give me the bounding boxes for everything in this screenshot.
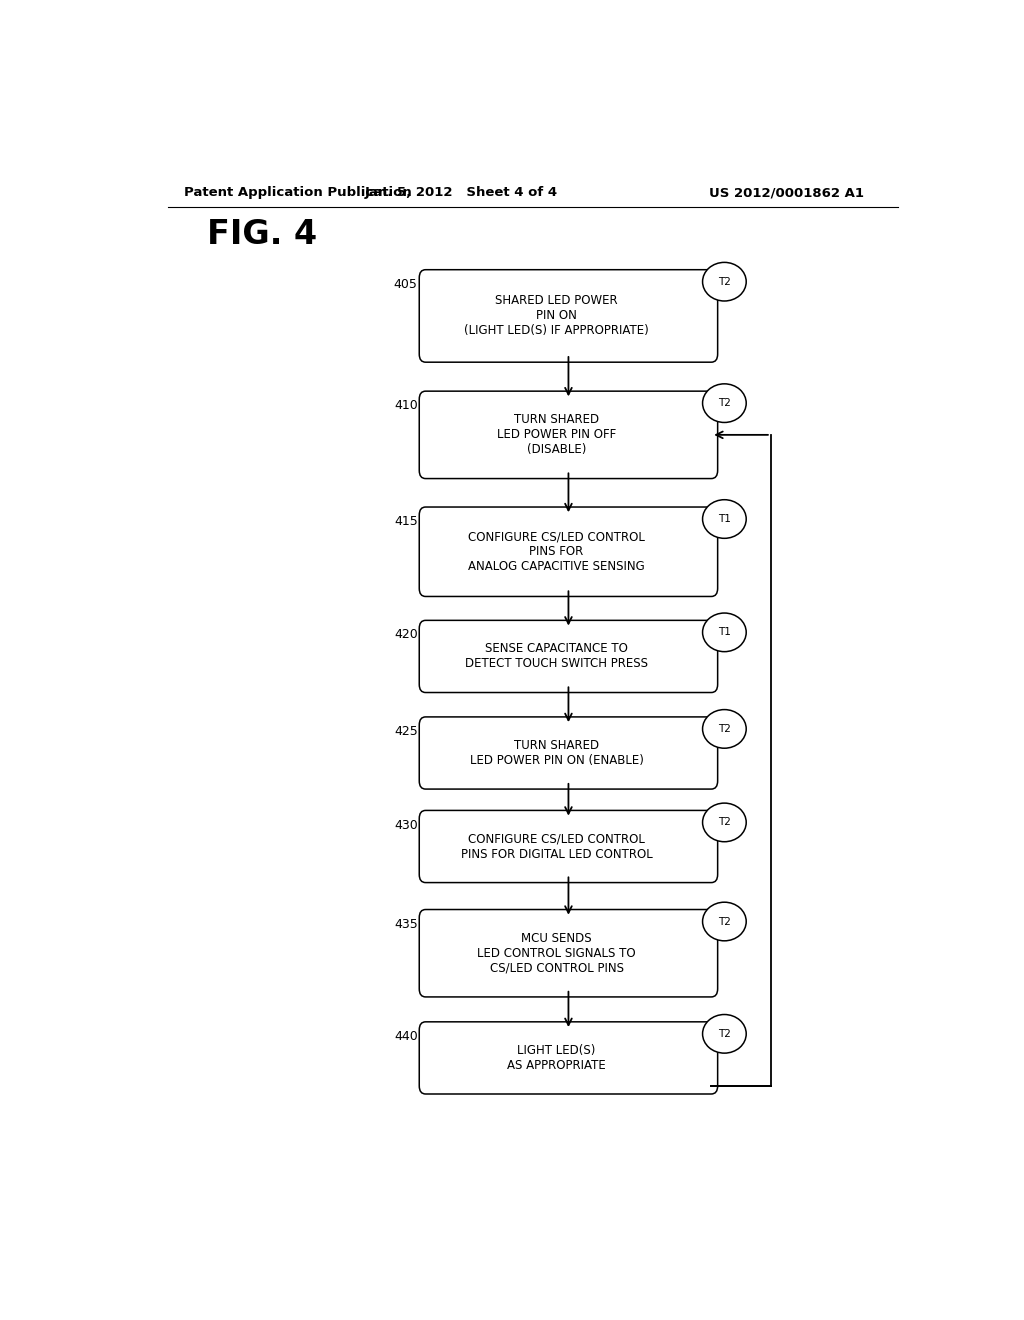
FancyBboxPatch shape [419, 810, 718, 883]
Text: T1: T1 [718, 627, 731, 638]
Ellipse shape [702, 803, 746, 842]
Text: 410: 410 [394, 399, 418, 412]
Ellipse shape [702, 710, 746, 748]
Text: 420: 420 [394, 628, 418, 642]
FancyBboxPatch shape [419, 269, 718, 362]
FancyBboxPatch shape [419, 1022, 718, 1094]
Text: T2: T2 [718, 399, 731, 408]
Text: TURN SHARED
LED POWER PIN ON (ENABLE): TURN SHARED LED POWER PIN ON (ENABLE) [470, 739, 643, 767]
Text: TURN SHARED
LED POWER PIN OFF
(DISABLE): TURN SHARED LED POWER PIN OFF (DISABLE) [497, 413, 616, 457]
Ellipse shape [702, 500, 746, 539]
Text: MCU SENDS
LED CONTROL SIGNALS TO
CS/LED CONTROL PINS: MCU SENDS LED CONTROL SIGNALS TO CS/LED … [477, 932, 636, 974]
FancyBboxPatch shape [419, 507, 718, 597]
Text: SHARED LED POWER
PIN ON
(LIGHT LED(S) IF APPROPRIATE): SHARED LED POWER PIN ON (LIGHT LED(S) IF… [464, 294, 649, 338]
Text: T2: T2 [718, 277, 731, 286]
FancyBboxPatch shape [419, 620, 718, 693]
FancyBboxPatch shape [419, 717, 718, 789]
Ellipse shape [702, 384, 746, 422]
Text: 425: 425 [394, 725, 418, 738]
Text: US 2012/0001862 A1: US 2012/0001862 A1 [710, 186, 864, 199]
Text: 440: 440 [394, 1030, 418, 1043]
Text: 435: 435 [394, 917, 418, 931]
Text: CONFIGURE CS/LED CONTROL
PINS FOR DIGITAL LED CONTROL: CONFIGURE CS/LED CONTROL PINS FOR DIGITA… [461, 833, 652, 861]
Text: LIGHT LED(S)
AS APPROPRIATE: LIGHT LED(S) AS APPROPRIATE [507, 1044, 606, 1072]
Ellipse shape [702, 1015, 746, 1053]
Text: Jan. 5, 2012   Sheet 4 of 4: Jan. 5, 2012 Sheet 4 of 4 [365, 186, 558, 199]
Text: T1: T1 [718, 513, 731, 524]
Text: T2: T2 [718, 817, 731, 828]
Text: 430: 430 [394, 818, 418, 832]
Text: FIG. 4: FIG. 4 [207, 218, 317, 251]
Text: 415: 415 [394, 515, 418, 528]
Text: T2: T2 [718, 1028, 731, 1039]
Text: Patent Application Publication: Patent Application Publication [183, 186, 412, 199]
Text: CONFIGURE CS/LED CONTROL
PINS FOR
ANALOG CAPACITIVE SENSING: CONFIGURE CS/LED CONTROL PINS FOR ANALOG… [468, 531, 645, 573]
Ellipse shape [702, 263, 746, 301]
Text: 405: 405 [394, 277, 418, 290]
Ellipse shape [702, 902, 746, 941]
Text: T2: T2 [718, 916, 731, 927]
Ellipse shape [702, 612, 746, 652]
FancyBboxPatch shape [419, 391, 718, 479]
FancyBboxPatch shape [419, 909, 718, 997]
Text: T2: T2 [718, 723, 731, 734]
Text: SENSE CAPACITANCE TO
DETECT TOUCH SWITCH PRESS: SENSE CAPACITANCE TO DETECT TOUCH SWITCH… [465, 643, 648, 671]
